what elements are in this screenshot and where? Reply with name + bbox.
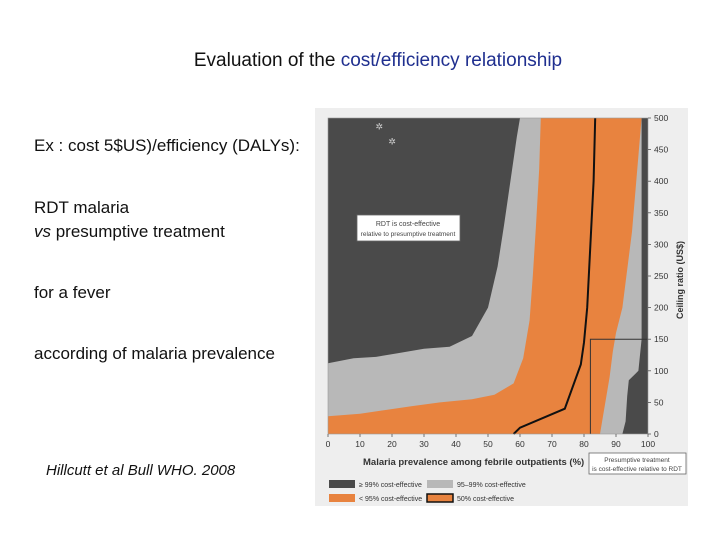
x-tick-50: 50 bbox=[483, 439, 493, 449]
y-axis-label: Ceiling ratio (US$) bbox=[675, 241, 685, 319]
title-prefix: Evaluation of the bbox=[193, 50, 341, 71]
legend: ≥ 99% cost-effective 95–99% cost-effecti… bbox=[329, 480, 526, 503]
x-tick-90: 90 bbox=[611, 439, 621, 449]
legend-item-50: 50% cost-effective bbox=[426, 493, 514, 503]
fever-line: for a fever bbox=[34, 283, 111, 302]
rdt-line-block: RDT malaria vs presumptive treatment bbox=[34, 196, 225, 244]
y-tick-450: 450 bbox=[654, 145, 668, 155]
x-tick-80: 80 bbox=[579, 439, 589, 449]
citation: Hillcutt et al Bull WHO. 2008 bbox=[46, 462, 236, 479]
fifty-percent-line bbox=[512, 117, 597, 435]
legend-item-95-99: 95–99% cost-effective bbox=[427, 480, 526, 489]
rdt-annotation-line1: RDT is cost-effective bbox=[376, 221, 440, 228]
legend-item-99: ≥ 99% cost-effective bbox=[329, 480, 422, 489]
x-tick-70: 70 bbox=[547, 439, 557, 449]
chart-figure: ✲ ✲ Ceiling ratio (US$) Malaria prevalenc… bbox=[315, 108, 688, 506]
axes: Ceiling ratio (US$) Malaria prevalence a… bbox=[326, 113, 685, 468]
x-tick-30: 30 bbox=[419, 439, 429, 449]
presumptive-text: presumptive treatment bbox=[51, 222, 225, 241]
prevalence-line: according of malaria prevalence bbox=[34, 344, 275, 363]
legend-swatch-95-99 bbox=[427, 480, 453, 488]
presumptive-annotation-line1: Presumptive treatment bbox=[604, 457, 670, 464]
rdt-annotation-line2: relative to presumptive treatment bbox=[361, 231, 456, 238]
title-accent: cost/efficiency relationship bbox=[340, 50, 563, 71]
cost-effectiveness-chart: ✲✲ Ceiling ratio (US$) Malaria prevalenc… bbox=[326, 113, 687, 503]
x-tick-100: 100 bbox=[641, 439, 655, 449]
y-tick-400: 400 bbox=[654, 176, 668, 186]
legend-swatch-50 bbox=[426, 493, 454, 503]
y-tick-500: 500 bbox=[654, 113, 668, 123]
plot-area: ✲✲ bbox=[327, 117, 649, 435]
x-tick-10: 10 bbox=[355, 439, 365, 449]
presumptive-annotation-line2: is cost-effective relative to RDT bbox=[592, 466, 682, 473]
x-tick-40: 40 bbox=[451, 439, 461, 449]
rdt-malaria-line: RDT malaria bbox=[34, 198, 130, 217]
presumptive-annotation-box: Presumptive treatment is cost-effective … bbox=[588, 452, 687, 475]
legend-label-99: ≥ 99% cost-effective bbox=[359, 482, 422, 489]
legend-label-50: 50% cost-effective bbox=[457, 496, 514, 503]
legend-label-95-99: 95–99% cost-effective bbox=[457, 482, 526, 489]
region-95-99-right bbox=[600, 118, 648, 434]
y-tick-100: 100 bbox=[654, 366, 668, 376]
y-tick-350: 350 bbox=[654, 208, 668, 218]
y-tick-0: 0 bbox=[654, 429, 659, 439]
rdt-annotation-box: RDT is cost-effective relative to presum… bbox=[356, 214, 461, 242]
x-axis-label: Malaria prevalence among febrile outpati… bbox=[363, 457, 584, 468]
legend-swatch-99 bbox=[329, 480, 355, 488]
legend-swatch-below-95 bbox=[329, 494, 355, 502]
x-tick-0: 0 bbox=[326, 439, 331, 449]
y-tick-300: 300 bbox=[654, 239, 668, 249]
legend-item-below-95: < 95% cost-effective bbox=[329, 494, 422, 503]
example-line: Ex : cost 5$US)/efficiency (DALYs): bbox=[34, 136, 300, 155]
y-tick-250: 250 bbox=[654, 271, 668, 281]
y-tick-50: 50 bbox=[654, 397, 664, 407]
y-tick-200: 200 bbox=[654, 303, 668, 313]
vs-word: vs bbox=[34, 222, 51, 241]
x-tick-20: 20 bbox=[387, 439, 397, 449]
legend-label-below-95: < 95% cost-effective bbox=[359, 496, 422, 503]
x-tick-60: 60 bbox=[515, 439, 525, 449]
star-marker-0: ✲ bbox=[375, 121, 383, 131]
vs-presumptive-line: vs presumptive treatment bbox=[34, 220, 225, 244]
slide-title: Evaluation of the cost/efficiency relati… bbox=[0, 50, 720, 72]
y-tick-150: 150 bbox=[654, 334, 668, 344]
reference-guide bbox=[589, 338, 648, 434]
star-marker-1: ✲ bbox=[388, 137, 396, 147]
